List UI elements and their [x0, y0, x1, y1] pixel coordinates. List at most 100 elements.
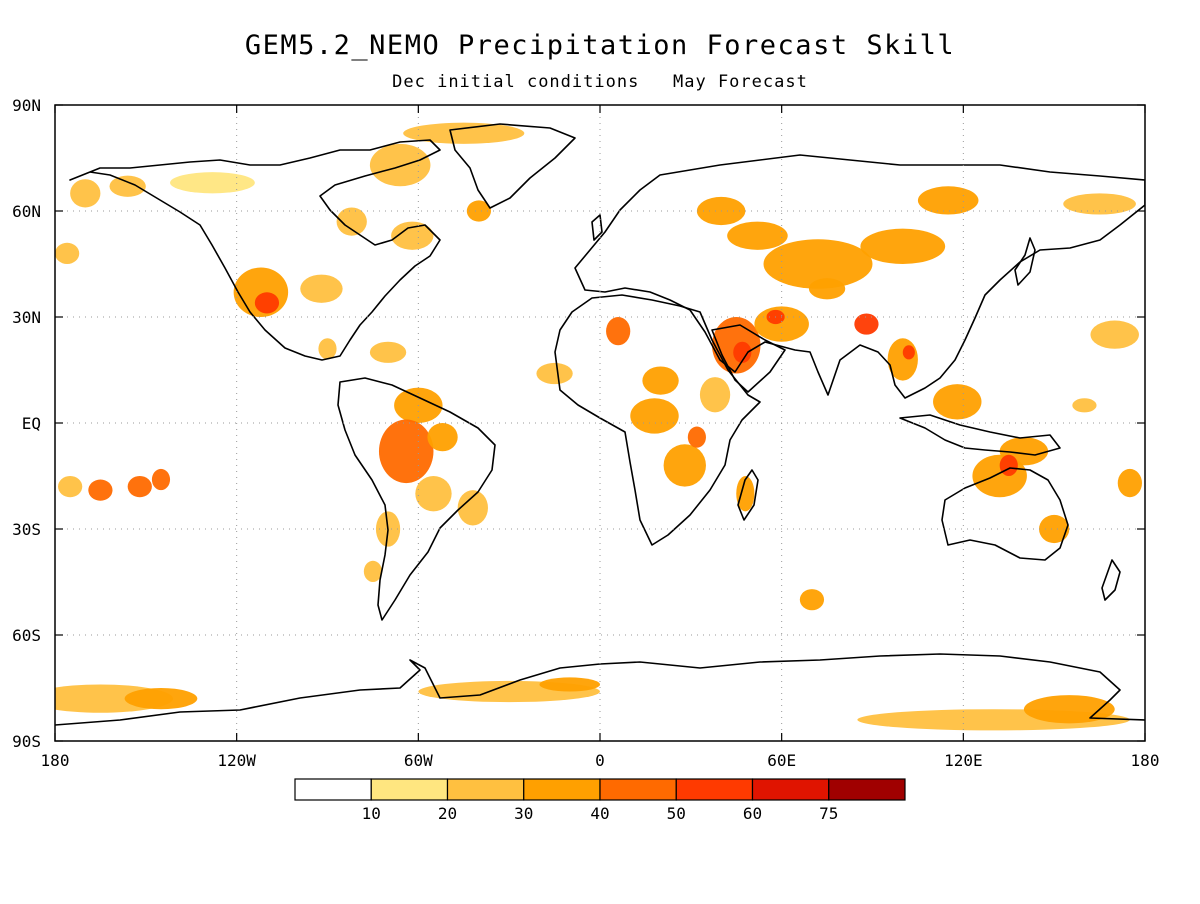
skill-region-4	[109, 175, 146, 197]
skill-region-7	[369, 143, 431, 187]
skill-region-35	[754, 306, 809, 342]
coastline-indonesia	[899, 414, 1061, 456]
colorbar-swatch	[675, 778, 754, 801]
lon-label: 120E	[944, 751, 983, 770]
skill-region-37	[763, 239, 873, 289]
lat-label: 60S	[12, 626, 41, 645]
lat-label: EQ	[22, 414, 41, 433]
coastlines	[55, 123, 1145, 726]
longitude-axis: 180 120W 60W 0 60E 120E 180	[41, 105, 1160, 770]
skill-region-27	[642, 366, 679, 395]
skill-region-25	[536, 362, 573, 385]
skill-region-32	[736, 476, 755, 512]
coastline-new-zealand	[1101, 559, 1121, 601]
skill-region-29	[663, 444, 706, 487]
skill-region-43	[808, 278, 846, 300]
skill-layer	[55, 122, 1142, 731]
skill-region-48	[972, 454, 1027, 498]
lon-label: 180	[1131, 751, 1160, 770]
skill-region-49	[999, 454, 1018, 476]
skill-region-30	[687, 426, 706, 448]
lat-label: 30N	[12, 308, 41, 327]
coastline-africa	[554, 294, 761, 546]
skill-region-26	[606, 317, 631, 346]
skill-region-52	[1090, 320, 1139, 349]
coastline-madagascar	[737, 469, 759, 521]
lat-label: 90N	[12, 96, 41, 115]
colorbar-swatch	[751, 778, 830, 801]
coastline-south-america	[337, 377, 496, 621]
skill-region-17	[415, 476, 452, 512]
skill-region-53	[1072, 398, 1097, 413]
skill-region-38	[727, 221, 788, 250]
skill-region-41	[917, 186, 979, 215]
lon-label: 60W	[404, 751, 433, 770]
coastline-japan	[1014, 237, 1036, 286]
colorbar-swatch	[523, 778, 601, 801]
skill-region-46	[933, 384, 982, 420]
lon-label: 60E	[767, 751, 796, 770]
colorbar-label: 30	[514, 804, 533, 823]
skill-region-16	[427, 423, 458, 452]
skill-region-45	[902, 345, 915, 360]
skill-region-15	[378, 419, 434, 484]
lat-label: 60N	[12, 202, 41, 221]
coastline-antarctica	[55, 653, 1145, 726]
skill-region-2	[300, 274, 343, 303]
skill-region-54	[799, 589, 825, 611]
coastline-north-america	[69, 139, 441, 361]
skill-region-8	[403, 122, 525, 144]
skill-region-61	[1063, 193, 1136, 215]
lat-label: 30S	[12, 520, 41, 539]
skill-region-20	[363, 560, 382, 583]
skill-region-18	[457, 490, 488, 526]
coastline-australia	[941, 467, 1069, 561]
colorbar-swatch	[599, 778, 677, 801]
skill-region-5	[70, 179, 101, 208]
skill-region-1	[254, 292, 280, 314]
skill-region-42	[854, 313, 879, 335]
skill-region-6	[55, 242, 80, 264]
skill-region-34	[733, 341, 752, 363]
colorbar: 10 20 30 40 50 60 75	[294, 778, 906, 823]
skill-region-51	[1117, 468, 1142, 498]
skill-region-28	[630, 398, 679, 434]
gridlines	[55, 105, 1145, 741]
map-title: GEM5.2_NEMO Precipitation Forecast Skill	[245, 30, 955, 61]
lon-label: 0	[595, 751, 605, 770]
colorbar-label: 60	[743, 804, 762, 823]
colorbar-swatch	[294, 778, 372, 801]
colorbar-swatch	[446, 778, 525, 801]
coastline-british-isles	[591, 214, 603, 241]
skill-region-50	[1039, 514, 1070, 544]
skill-region-11	[391, 221, 434, 250]
colorbar-label: 10	[362, 804, 381, 823]
skill-region-10	[466, 200, 491, 222]
skill-region-13	[369, 341, 407, 363]
latitude-axis: 90N 60N 30N EQ 30S 60S 90S	[12, 96, 1145, 751]
coastline-greenland	[449, 123, 576, 209]
colorbar-swatch	[828, 778, 906, 801]
skill-region-21	[58, 476, 83, 498]
skill-region-56	[124, 688, 198, 710]
skill-region-12	[318, 338, 337, 360]
skill-region-22	[88, 479, 113, 501]
skill-region-40	[860, 228, 946, 264]
colorbar-label: 75	[819, 804, 838, 823]
skill-region-31	[699, 377, 731, 413]
map-subtitle: Dec initial conditions May Forecast	[392, 72, 808, 92]
colorbar-label: 20	[438, 804, 457, 823]
lon-label: 120W	[217, 751, 256, 770]
colorbar-label: 50	[667, 804, 686, 823]
coastline-arabia	[711, 324, 786, 393]
skill-region-58	[539, 677, 600, 692]
skill-region-23	[127, 476, 152, 498]
skill-region-9	[336, 207, 367, 236]
lat-label: 90S	[12, 732, 41, 751]
skill-region-3	[170, 172, 255, 194]
colorbar-label: 40	[590, 804, 609, 823]
skill-region-24	[151, 468, 171, 491]
lon-label: 180	[41, 751, 70, 770]
